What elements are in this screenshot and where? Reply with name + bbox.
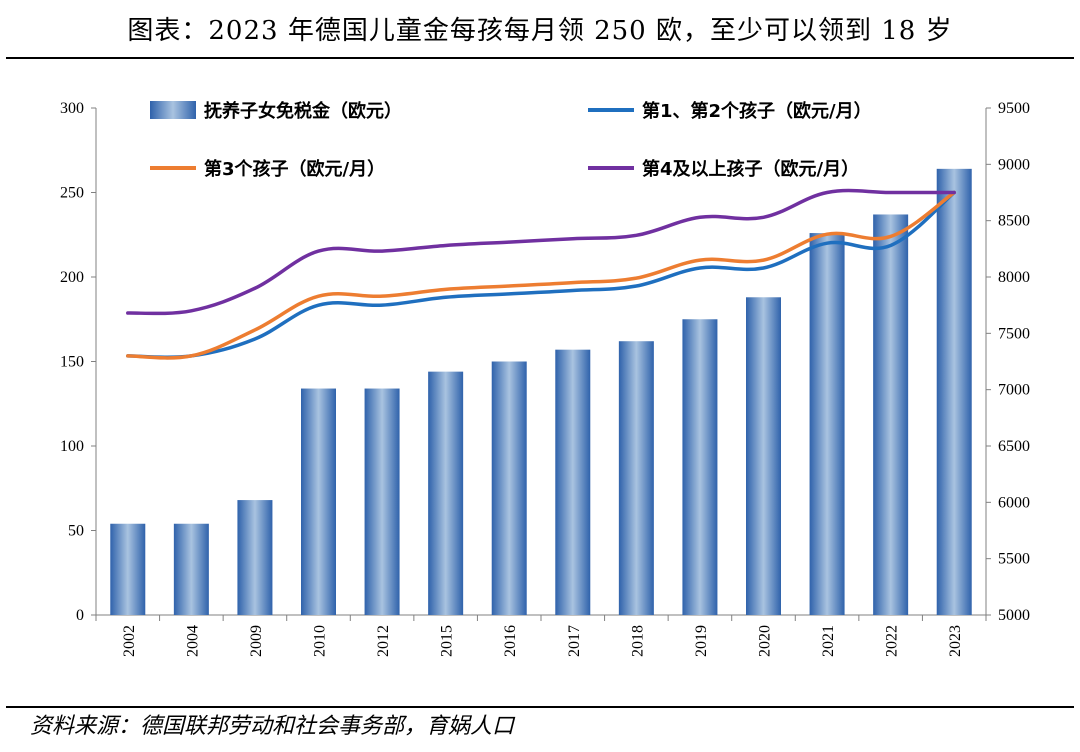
right-tick-label: 9500 bbox=[998, 100, 1030, 117]
title-rule bbox=[6, 57, 1074, 59]
x-tick-label: 2018 bbox=[629, 625, 646, 657]
right-tick-label: 5000 bbox=[998, 607, 1030, 624]
right-tick-label: 5500 bbox=[998, 551, 1030, 568]
bar bbox=[237, 500, 273, 615]
bar bbox=[682, 319, 718, 615]
right-tick-label: 6500 bbox=[998, 438, 1030, 455]
x-tick-label: 2009 bbox=[248, 625, 265, 657]
left-tick-label: 250 bbox=[60, 185, 84, 202]
bar bbox=[618, 341, 654, 615]
bar bbox=[173, 523, 209, 615]
x-tick-label: 2017 bbox=[566, 625, 583, 657]
x-tick-label: 2004 bbox=[184, 625, 201, 657]
bars bbox=[110, 168, 972, 615]
x-tick-label: 2020 bbox=[757, 625, 774, 657]
right-tick-label: 9000 bbox=[998, 156, 1030, 173]
legend-item-tax-allowance: 抚养子女免税金（欧元） bbox=[204, 100, 402, 122]
x-tick-label: 2002 bbox=[121, 625, 138, 657]
footer-rule bbox=[6, 706, 1074, 708]
legend-item-child-4plus: 第4及以上孩子（欧元/月） bbox=[642, 158, 859, 180]
right-tick-label: 7000 bbox=[998, 382, 1030, 399]
chart: 0 50 100 150 200 250 300 5000 5500 6000 6500 7000 75… bbox=[60, 100, 1030, 657]
series-line-child-1-2 bbox=[126, 190, 956, 359]
legend-item-child-1-2: 第1、第2个孩子（欧元/月） bbox=[642, 100, 872, 122]
right-tick-label: 8500 bbox=[998, 213, 1030, 230]
bar bbox=[491, 361, 527, 615]
x-tick-label: 2012 bbox=[375, 625, 392, 657]
series-line-child-3 bbox=[126, 190, 956, 360]
x-tick-label: 2010 bbox=[312, 625, 329, 657]
series-line-child-4plus bbox=[126, 188, 956, 316]
left-tick-label: 0 bbox=[76, 607, 84, 624]
legend: 抚养子女免税金（欧元） 第1、第2个孩子（欧元/月） 第3个孩子（欧元/月） 第4及以… bbox=[150, 100, 872, 180]
x-tick-label: 2021 bbox=[820, 625, 837, 657]
bar bbox=[809, 233, 845, 615]
bar bbox=[936, 168, 972, 615]
legend-item-child-3: 第3个孩子（欧元/月） bbox=[204, 158, 385, 180]
bar bbox=[555, 349, 591, 615]
lines bbox=[126, 188, 956, 360]
bar bbox=[301, 388, 336, 615]
bar bbox=[428, 371, 464, 615]
bar bbox=[746, 297, 781, 615]
bar bbox=[873, 214, 909, 615]
axes: 0 50 100 150 200 250 300 5000 5500 6000 6500 7000 75… bbox=[60, 100, 1030, 657]
left-tick-label: 300 bbox=[60, 100, 84, 117]
x-tick-label: 2019 bbox=[693, 625, 710, 657]
left-tick-label: 200 bbox=[60, 269, 84, 286]
left-tick-label: 100 bbox=[60, 438, 84, 455]
x-tick-label: 2016 bbox=[502, 625, 519, 657]
left-tick-label: 50 bbox=[68, 523, 84, 540]
legend-swatch-bar bbox=[150, 101, 196, 119]
x-tick-label: 2022 bbox=[884, 625, 901, 657]
x-tick-label: 2015 bbox=[439, 625, 456, 657]
x-tick-label: 2023 bbox=[947, 625, 964, 657]
right-tick-label: 7500 bbox=[998, 325, 1030, 342]
right-tick-label: 6000 bbox=[998, 494, 1030, 511]
chart-title: 图表：2023 年德国儿童金每孩每月领 250 欧，至少可以领到 18 岁 bbox=[127, 16, 953, 46]
bar bbox=[364, 388, 400, 615]
bar bbox=[110, 523, 146, 615]
right-tick-label: 8000 bbox=[998, 269, 1030, 286]
source-note: 资料来源：德国联邦劳动和社会事务部，育娲人口 bbox=[30, 714, 515, 739]
left-tick-label: 150 bbox=[60, 354, 84, 371]
